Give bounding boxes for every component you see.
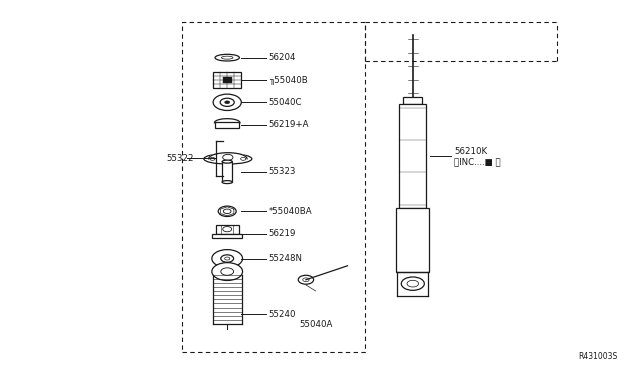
Circle shape: [212, 263, 243, 280]
FancyBboxPatch shape: [212, 234, 242, 238]
FancyBboxPatch shape: [215, 122, 239, 128]
Ellipse shape: [204, 154, 252, 164]
Text: *55040BA: *55040BA: [269, 207, 312, 216]
Text: 55240: 55240: [269, 310, 296, 319]
Circle shape: [401, 277, 424, 290]
FancyBboxPatch shape: [223, 77, 232, 83]
FancyBboxPatch shape: [216, 225, 239, 234]
Circle shape: [407, 280, 419, 287]
Text: ╖55040B: ╖55040B: [269, 76, 308, 84]
Circle shape: [218, 206, 236, 217]
FancyBboxPatch shape: [213, 72, 241, 88]
Ellipse shape: [222, 180, 232, 183]
Circle shape: [221, 255, 234, 262]
FancyBboxPatch shape: [403, 97, 422, 104]
Polygon shape: [214, 119, 240, 123]
FancyBboxPatch shape: [399, 104, 426, 208]
Text: 56219: 56219: [269, 229, 296, 238]
Ellipse shape: [215, 54, 239, 61]
FancyBboxPatch shape: [222, 161, 232, 182]
Circle shape: [220, 98, 234, 106]
Circle shape: [223, 227, 232, 232]
Text: 55322: 55322: [166, 154, 194, 163]
Text: 56210K
（INC....■ ）: 56210K （INC....■ ）: [454, 147, 501, 166]
FancyBboxPatch shape: [396, 208, 429, 272]
Circle shape: [241, 157, 246, 160]
Text: 55323: 55323: [269, 167, 296, 176]
Polygon shape: [209, 153, 247, 159]
Circle shape: [221, 268, 234, 275]
Circle shape: [303, 278, 309, 282]
Circle shape: [225, 101, 230, 104]
Text: 55040A: 55040A: [300, 320, 333, 329]
Text: 56219+A: 56219+A: [269, 120, 309, 129]
Circle shape: [210, 157, 215, 160]
Circle shape: [223, 209, 231, 214]
Ellipse shape: [221, 56, 233, 59]
Text: 55040C: 55040C: [269, 98, 302, 107]
Circle shape: [298, 275, 314, 284]
Circle shape: [212, 250, 243, 267]
Ellipse shape: [222, 160, 232, 163]
Circle shape: [225, 257, 230, 260]
Text: R431003S: R431003S: [579, 352, 618, 361]
Text: 56204: 56204: [269, 53, 296, 62]
Circle shape: [213, 94, 241, 110]
Circle shape: [223, 154, 233, 160]
Text: 55248N: 55248N: [269, 254, 303, 263]
